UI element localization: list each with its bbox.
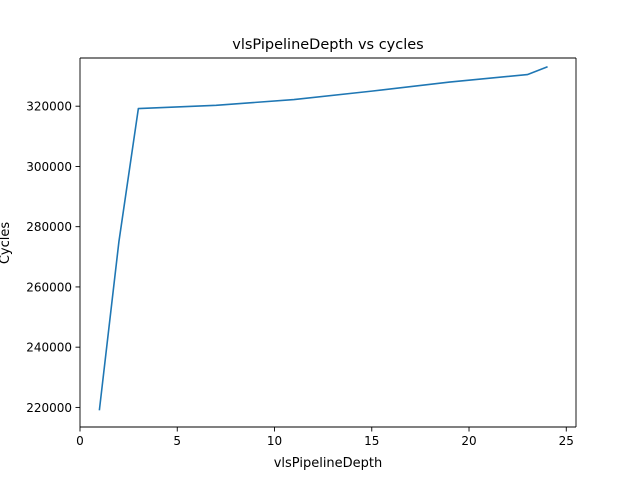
x-tick-label: 20 bbox=[461, 434, 476, 448]
chart-title: vlsPipelineDepth vs cycles bbox=[232, 37, 423, 53]
y-tick-label: 280000 bbox=[26, 220, 72, 234]
x-tick-label: 5 bbox=[173, 434, 181, 448]
y-axis-label: Cycles bbox=[0, 222, 13, 265]
x-tick-label: 10 bbox=[267, 434, 282, 448]
y-tick-label: 220000 bbox=[26, 401, 72, 415]
y-tick-label: 320000 bbox=[26, 100, 72, 114]
y-tick-label: 260000 bbox=[26, 280, 72, 294]
y-tick-label: 300000 bbox=[26, 160, 72, 174]
y-tick-label: 240000 bbox=[26, 341, 72, 355]
x-tick-label: 25 bbox=[559, 434, 574, 448]
x-tick-label: 15 bbox=[364, 434, 379, 448]
x-tick-label: 0 bbox=[76, 434, 84, 448]
x-axis-label: vlsPipelineDepth bbox=[274, 456, 383, 471]
